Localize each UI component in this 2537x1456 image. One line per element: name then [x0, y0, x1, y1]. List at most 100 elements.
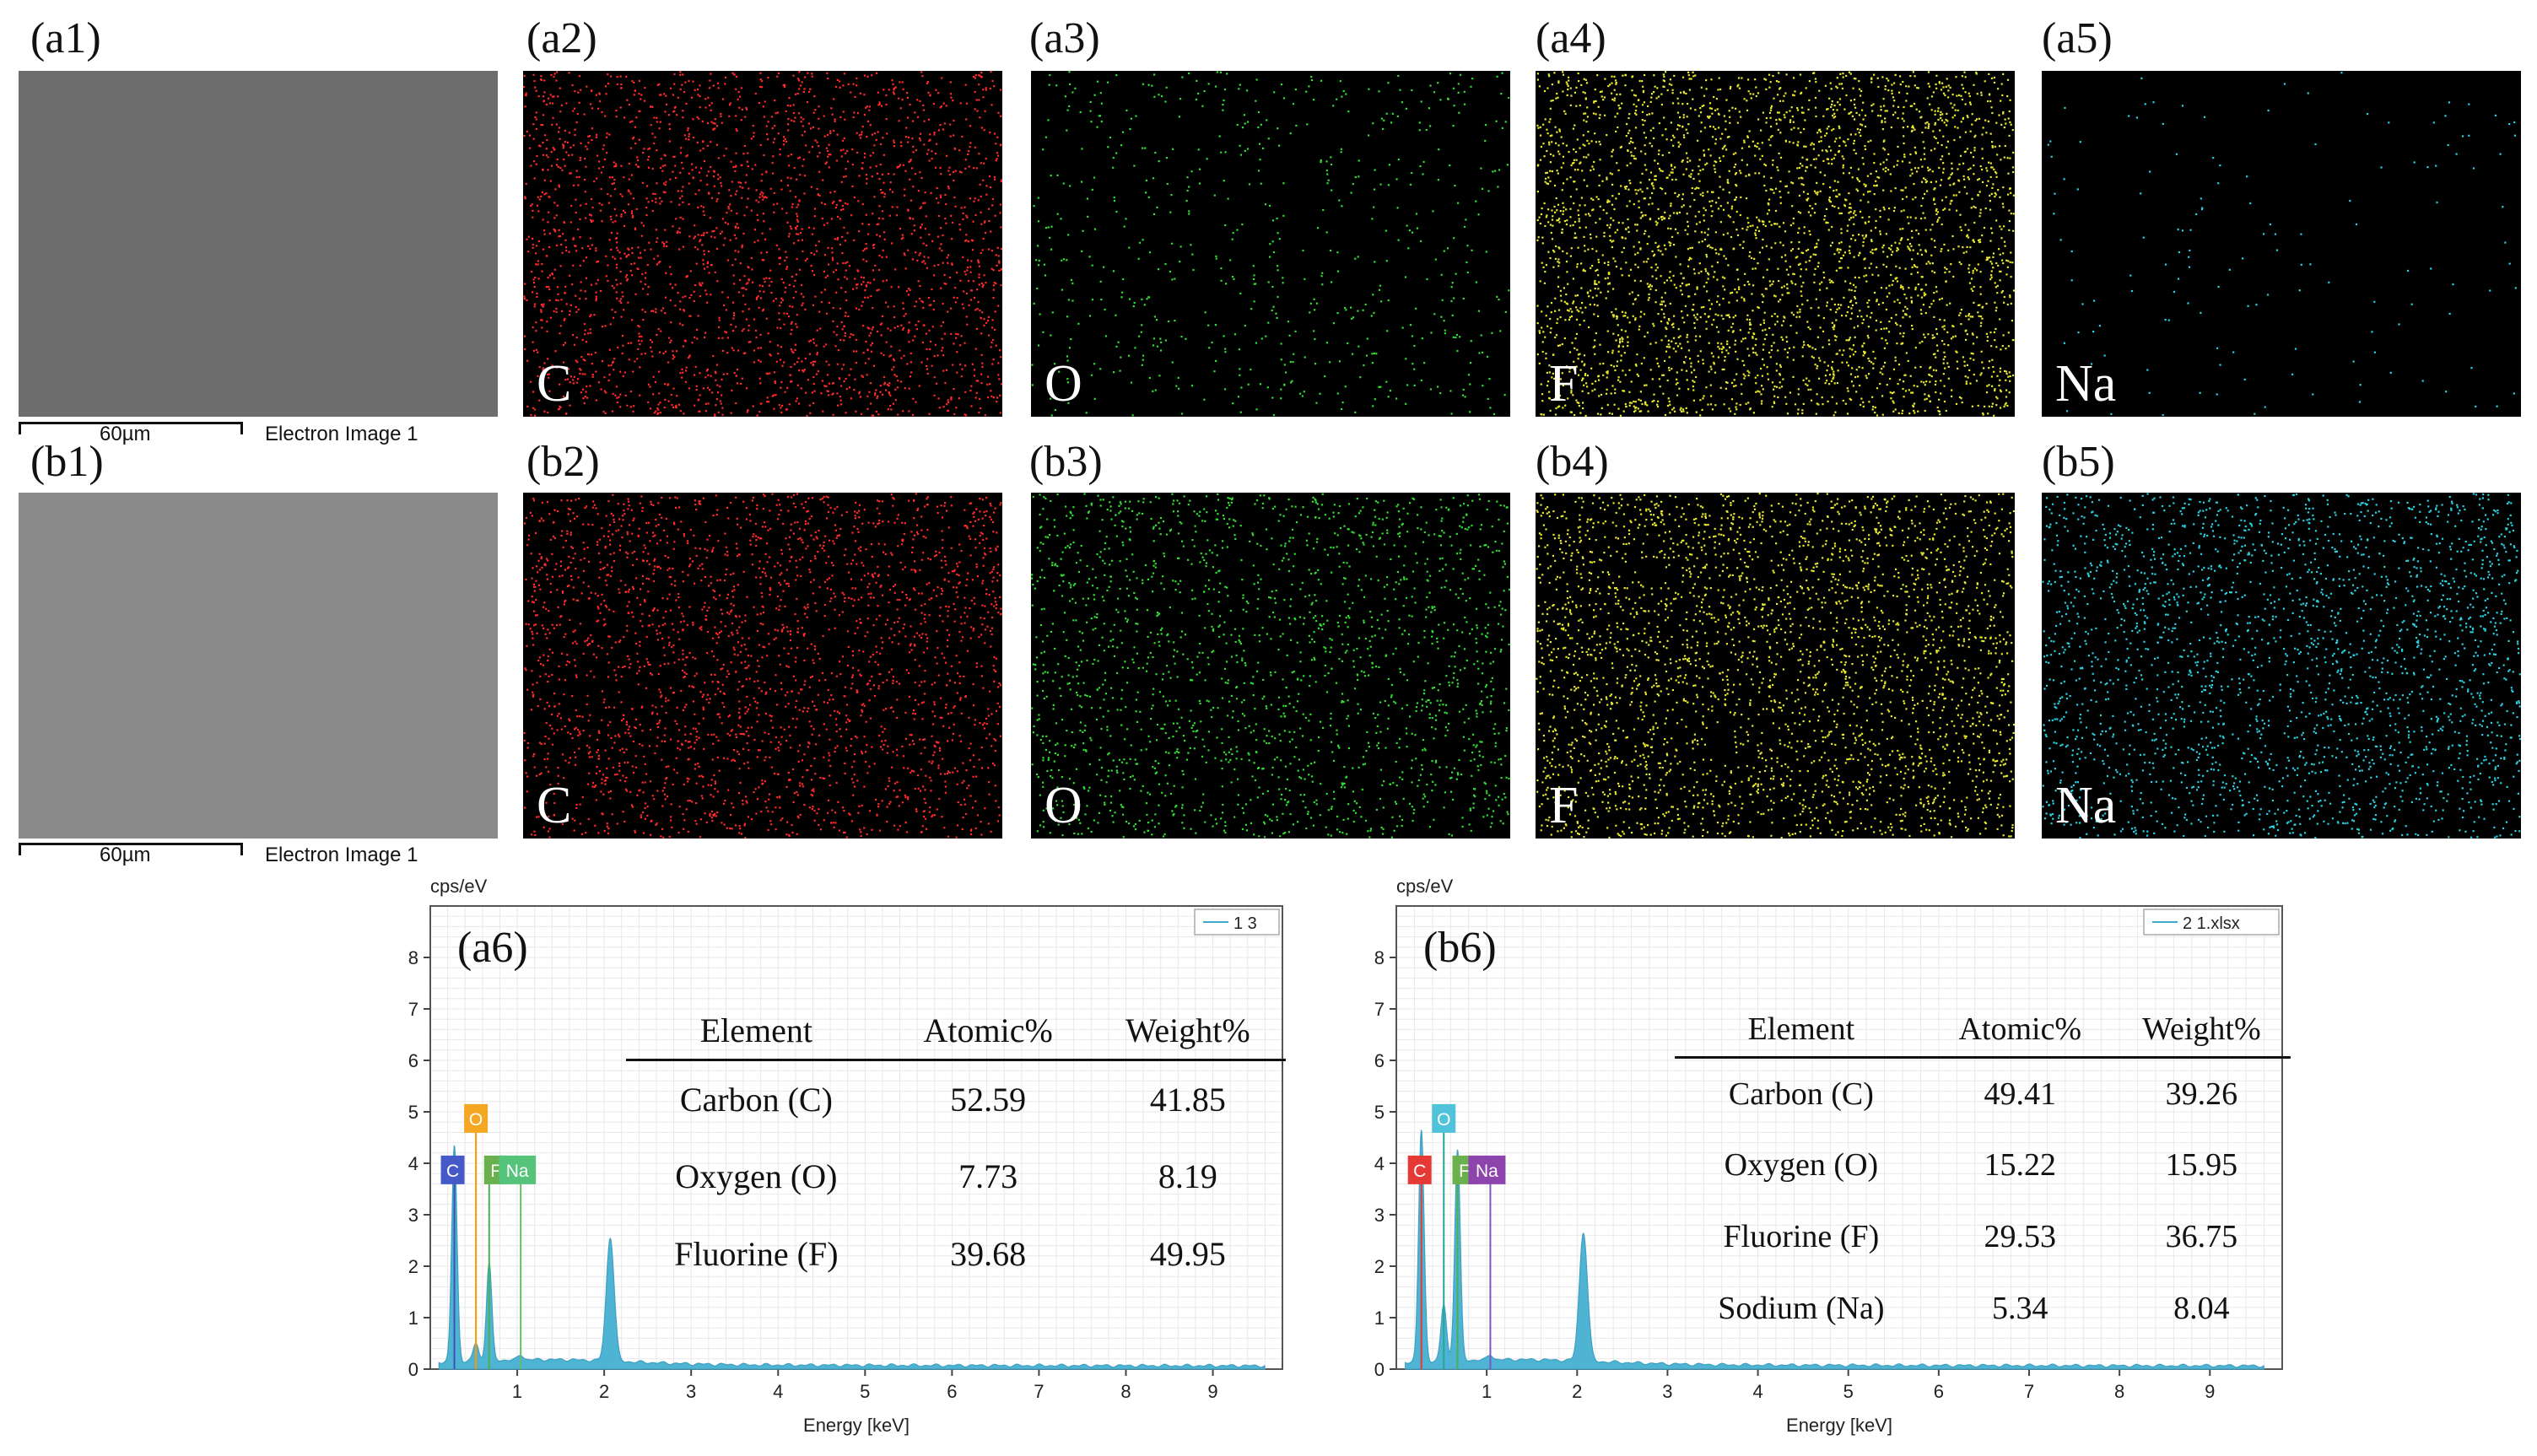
- y-tick-label: 2: [1374, 1256, 1385, 1277]
- table-header-weight: Weight%: [1089, 1004, 1286, 1061]
- table-cell: 36.75: [2165, 1219, 2238, 1254]
- element-tag: C: [440, 1155, 465, 1184]
- legend-label: 2 1.xlsx: [2183, 914, 2240, 933]
- element-label-b4: F: [1549, 777, 1579, 834]
- y-tick-label: 6: [1374, 1050, 1385, 1071]
- table-row: Oxygen (O) 7.73 8.19: [626, 1138, 1286, 1216]
- table-row: Fluorine (F) 39.68 49.95: [626, 1216, 1286, 1293]
- element-label-a5: Na: [2055, 355, 2117, 413]
- table-row: Oxygen (O) 15.22 15.95: [1675, 1130, 2291, 1201]
- table-cell: 41.85: [1149, 1080, 1226, 1119]
- eds-dots: [2042, 493, 2521, 839]
- eds-map-b4: F: [1536, 493, 2015, 839]
- table-row: Carbon (C) 52.59 41.85: [626, 1060, 1286, 1138]
- legend: 2 1.xlsx: [2143, 909, 2280, 936]
- x-tick-label: 7: [2024, 1381, 2034, 1402]
- eds-map-a5: Na: [2042, 71, 2521, 417]
- spectrum-a6-chart: 0 1 2 3 4 5 6 7 8 1 2 3 4 5 6 7 8 9 cps/eV Energy [keV] 1 3 O…: [408, 876, 1283, 1436]
- panel-label-a4: (a4): [1536, 14, 1606, 62]
- eds-map-a2: C: [523, 71, 1002, 417]
- eds-dots: [1031, 71, 1510, 417]
- panel-label-a3: (a3): [1029, 14, 1100, 62]
- table-header-weight: Weight%: [2112, 1004, 2291, 1059]
- panel-label-a5: (a5): [2042, 14, 2113, 62]
- x-tick-label: 8: [1120, 1381, 1131, 1402]
- eds-map-a3: O: [1031, 71, 1510, 417]
- x-tick-label: 2: [599, 1381, 609, 1402]
- y-tick-label: 1: [408, 1308, 418, 1329]
- scale-label-a1: 60µm: [100, 423, 151, 445]
- table-cell: 5.34: [1992, 1291, 2048, 1326]
- eds-dots: [1536, 71, 2015, 417]
- eds-dots: [523, 71, 1002, 417]
- element-label-b3: O: [1044, 777, 1082, 834]
- y-tick-label: 8: [1374, 947, 1385, 968]
- element-tag: Na: [499, 1155, 537, 1184]
- y-tick-label: 3: [1374, 1205, 1385, 1226]
- legend-label: 1 3: [1233, 914, 1257, 933]
- x-tick-label: 4: [773, 1381, 783, 1402]
- y-tick-label: 4: [408, 1153, 418, 1174]
- panel-label-b6: (b6): [1423, 924, 1497, 972]
- element-tag: O: [1432, 1103, 1456, 1133]
- table-row: Carbon (C) 49.41 39.26: [1675, 1058, 2291, 1130]
- scale-label-b1: 60µm: [100, 844, 151, 866]
- table-cell: 52.59: [950, 1080, 1027, 1119]
- eds-dots: [1536, 493, 2015, 839]
- x-tick-label: 9: [1207, 1381, 1217, 1402]
- y-tick-label: 0: [408, 1359, 418, 1380]
- x-tick-label: 6: [1934, 1381, 1944, 1402]
- panel-label-a2: (a2): [526, 14, 597, 62]
- element-tag: Na: [1468, 1155, 1506, 1184]
- x-tick-label: 1: [1482, 1381, 1492, 1402]
- panel-label-a1: (a1): [30, 14, 101, 62]
- element-tag: C: [1407, 1155, 1432, 1184]
- x-tick-label: 3: [1662, 1381, 1672, 1402]
- panel-label-b5: (b5): [2042, 438, 2115, 486]
- eds-map-a4: F: [1536, 71, 2015, 417]
- table-row: Sodium (Na) 5.34 8.04: [1675, 1273, 2291, 1345]
- y-axis-label: cps/eV: [1396, 876, 1454, 897]
- x-axis-label: Energy [keV]: [803, 1415, 910, 1436]
- table-cell: 15.95: [2165, 1147, 2238, 1183]
- y-tick-label: 1: [1374, 1308, 1385, 1329]
- eds-dots: [523, 493, 1002, 839]
- y-tick-label: 6: [408, 1050, 418, 1071]
- panel-label-b4: (b4): [1536, 438, 1609, 486]
- x-tick-label: 3: [686, 1381, 696, 1402]
- panel-label-a6: (a6): [457, 924, 528, 972]
- x-axis-label: Energy [keV]: [1786, 1415, 1892, 1436]
- x-tick-label: 1: [512, 1381, 522, 1402]
- y-tick-label: 5: [408, 1102, 418, 1123]
- table-cell: Fluorine (F): [674, 1235, 839, 1273]
- y-tick-label: 5: [1374, 1102, 1385, 1123]
- y-tick-label: 3: [408, 1205, 418, 1226]
- panel-label-b3: (b3): [1029, 438, 1103, 486]
- sem-image-b1: [19, 493, 498, 839]
- table-cell: 8.19: [1158, 1157, 1217, 1195]
- spectrum-a6: 0 1 2 3 4 5 6 7 8 1 2 3 4 5 6 7 8 9 cps/eV Energy [keV] 1 3 O…: [408, 869, 1316, 1451]
- sem-texture-a1: [19, 71, 498, 417]
- y-tick-label: 7: [1374, 999, 1385, 1020]
- composition-table-a6: Element Atomic% Weight% Carbon (C) 52.59…: [626, 1004, 1286, 1293]
- table-cell: 39.26: [2165, 1076, 2238, 1112]
- x-tick-label: 7: [1034, 1381, 1044, 1402]
- panel-label-b1: (b1): [30, 438, 104, 486]
- y-tick-label: 0: [1374, 1359, 1385, 1380]
- y-tick-label: 7: [408, 999, 418, 1020]
- y-tick-label: 2: [408, 1256, 418, 1277]
- scale-bar-b1: [19, 843, 243, 855]
- legend: 1 3: [1194, 909, 1280, 936]
- table-cell: 49.41: [1984, 1076, 2057, 1112]
- table-header-element: Element: [626, 1004, 887, 1061]
- table-header-atomic: Atomic%: [886, 1004, 1090, 1061]
- table-cell: Sodium (Na): [1718, 1291, 1885, 1326]
- x-tick-label: 5: [1843, 1381, 1854, 1402]
- panel-label-b2: (b2): [526, 438, 600, 486]
- y-tick-label: 4: [1374, 1153, 1385, 1174]
- table-cell: Fluorine (F): [1723, 1219, 1880, 1254]
- table-cell: 15.22: [1984, 1147, 2057, 1183]
- x-tick-label: 6: [947, 1381, 957, 1402]
- element-label-a4: F: [1549, 355, 1579, 413]
- x-tick-label: 9: [2205, 1381, 2215, 1402]
